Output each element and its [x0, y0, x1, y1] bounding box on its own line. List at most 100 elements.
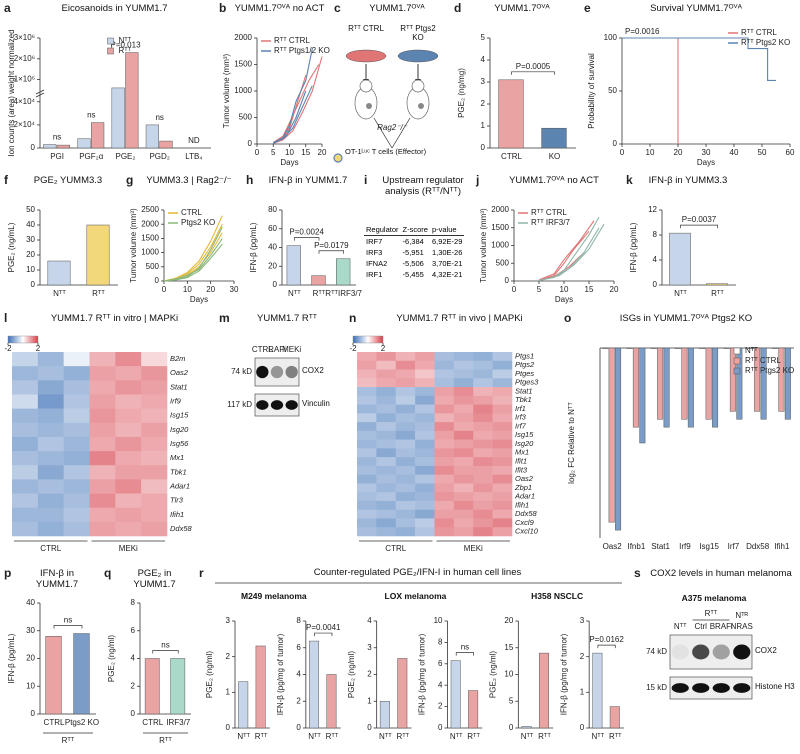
- y-axis-label: PGE₂ (ng/ml): [488, 651, 497, 698]
- y-tick-label: 2: [367, 670, 372, 679]
- bracket: [152, 650, 179, 654]
- bar: [747, 347, 754, 349]
- row-label: Ifih1: [170, 510, 184, 519]
- x-tick-label: Rᵀᵀ: [92, 289, 105, 298]
- row-label: Irf3: [515, 413, 527, 422]
- table-cell: 4,32E-21: [431, 270, 463, 279]
- heatmap-cell: [357, 518, 377, 528]
- heatmap-cell: [492, 448, 513, 458]
- chart-title: Counter-regulated PGE₂/IFN-I in human ce…: [313, 567, 522, 578]
- y-tick-label: 500: [146, 262, 160, 271]
- band-marker: 74 kD: [646, 647, 667, 656]
- heatmap-cell: [415, 465, 435, 475]
- x-tick-label: 0: [162, 285, 167, 294]
- heatmap-cell: [89, 422, 116, 438]
- heatmap-cell: [395, 413, 416, 423]
- x-tick-label: 0: [255, 148, 260, 157]
- heatmap-cell: [89, 479, 116, 494]
- bar: [336, 258, 351, 286]
- y-tick-label: 4×10⁴: [14, 97, 36, 106]
- y-tick-label: 60: [268, 224, 277, 233]
- x-tick-label: 60: [786, 148, 795, 157]
- cell-culture: [397, 49, 439, 63]
- heatmap-cell: [492, 360, 513, 370]
- heatmap-cell: [115, 479, 142, 494]
- y-tick-label: 0: [481, 143, 486, 152]
- y-axis-label: PGE₂ (ng/ml): [347, 651, 356, 698]
- bar: [238, 681, 249, 729]
- bar: [286, 245, 301, 286]
- y-tick-label: 1000: [141, 248, 159, 257]
- heatmap-cell: [115, 451, 142, 466]
- bar: [45, 636, 62, 715]
- y-tick-label: 1: [481, 121, 486, 130]
- x-tick-label: 10: [285, 148, 294, 157]
- heatmap-cell: [357, 360, 377, 370]
- bar: [47, 260, 71, 286]
- heatmap-cell: [395, 360, 416, 370]
- y-tick-label: 0: [226, 723, 231, 732]
- y-tick-label: 4: [296, 670, 301, 679]
- bracket: [455, 652, 474, 656]
- band-name: Histone H3: [755, 682, 795, 691]
- row-label: Stat1: [170, 382, 188, 391]
- legend-swatch: [733, 367, 741, 375]
- panel-letter: p: [4, 566, 11, 580]
- bar: [650, 347, 657, 349]
- row-label: Adar1: [514, 492, 535, 501]
- heatmap-cell: [12, 479, 39, 494]
- series-line: [273, 90, 307, 144]
- y-tick-label: 10: [434, 616, 443, 625]
- band-name: Vinculin: [302, 399, 330, 408]
- y-tick-label: 2: [438, 702, 443, 711]
- band-name: COX2: [302, 366, 324, 375]
- band-name: COX2: [755, 646, 777, 655]
- table-cell: -6,384: [402, 237, 424, 246]
- x-tick-label: Nᵀᵀ: [592, 732, 605, 741]
- bar: [255, 645, 266, 729]
- heatmap-cell: [434, 465, 455, 475]
- y-tick-label: 1: [580, 687, 585, 696]
- bar: [43, 144, 57, 149]
- annotation: ns: [53, 133, 61, 142]
- heatmap-cell: [415, 387, 435, 397]
- y-tick-label: 2: [481, 99, 486, 108]
- bar: [663, 347, 670, 428]
- y-tick-label: 100: [604, 33, 618, 42]
- chart-title: Survival YUMM1.7ᴼⱽᴬ: [650, 3, 742, 14]
- panel-letter: c: [334, 1, 341, 15]
- row-label: Tbk1: [170, 467, 187, 476]
- x-tick-label: Rᵀᵀ: [711, 289, 724, 298]
- bar: [669, 232, 691, 286]
- y-axis-label: IFN-β (pg/mL): [7, 633, 16, 683]
- table-cell: IRF7: [366, 237, 383, 246]
- chart-title: Upstream regulator analysis (Rᵀᵀ/Nᵀᵀ): [382, 175, 464, 197]
- y-tick-label: 40: [26, 220, 35, 229]
- y-tick-label: 1×10⁶: [14, 75, 35, 84]
- heatmap-cell: [12, 422, 39, 438]
- group-label: CTRL: [385, 544, 406, 553]
- heatmap-cell: [115, 380, 142, 395]
- heatmap-cell: [115, 352, 142, 367]
- heatmap-cell: [37, 507, 64, 523]
- heatmap-cell: [395, 509, 416, 519]
- heatmap-cell: [415, 352, 435, 362]
- series-line: [163, 238, 223, 282]
- row-label: Isg20: [515, 439, 534, 448]
- x-tick-label: Nᵀᵀ: [53, 289, 66, 298]
- heatmap-cell: [434, 430, 455, 440]
- x-tick-label: Nᵀᵀ: [308, 732, 321, 741]
- band-marker: 74 kD: [231, 367, 252, 376]
- heatmap-cell: [453, 518, 474, 528]
- panel-letter: s: [634, 566, 641, 580]
- x-axis-label: Days: [280, 158, 298, 167]
- heatmap-cell: [376, 369, 397, 379]
- bar: [657, 347, 664, 420]
- row-label: Ptges: [515, 369, 534, 378]
- row-label: Ifit3: [515, 465, 528, 474]
- legend-label: Rᵀᵀ: [119, 46, 132, 55]
- blot-band: [285, 365, 298, 379]
- bar: [521, 726, 532, 729]
- bar: [311, 275, 326, 286]
- heatmap-cell: [492, 492, 513, 502]
